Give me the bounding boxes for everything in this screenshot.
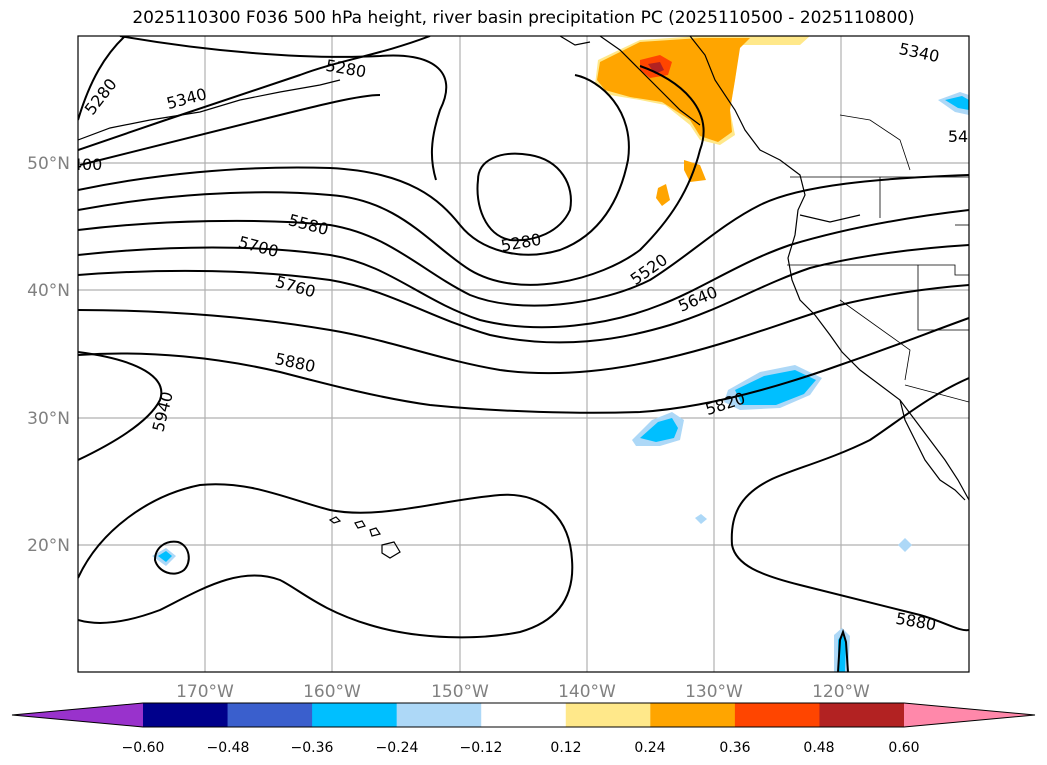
lon-label: 170°W <box>176 682 234 702</box>
colorbar-extend-low <box>12 703 143 727</box>
colorbar-tick: −0.48 <box>207 740 250 756</box>
colorbar-tick: −0.12 <box>460 740 503 756</box>
height-contours <box>78 36 969 672</box>
lat-label: 50°N <box>27 154 70 174</box>
lon-label: 140°W <box>558 682 616 702</box>
lat-label: 20°N <box>27 536 70 556</box>
lon-label: 160°W <box>303 682 361 702</box>
colorbar-outline <box>11 702 1036 728</box>
colorbar-segment <box>312 703 398 727</box>
colorbar-segment <box>481 703 567 727</box>
map-frame <box>77 35 970 673</box>
colorbar-segment <box>143 703 229 727</box>
colorbar-tick: 0.36 <box>719 740 750 756</box>
colorbar-extend-high <box>904 703 1035 727</box>
map-title: 2025110300 F036 500 hPa height, river ba… <box>132 8 915 28</box>
colorbar-tick: −0.24 <box>376 740 419 756</box>
colorbar-segment <box>734 703 820 727</box>
colorbar-tick: 0.24 <box>634 740 665 756</box>
colorbar-tick: 0.48 <box>803 740 834 756</box>
colorbar-tick: 0.12 <box>550 740 581 756</box>
map-area <box>78 36 969 672</box>
colorbar-segment <box>565 703 651 727</box>
borders <box>787 114 969 403</box>
colorbar-segment <box>396 703 482 727</box>
lon-label: 120°W <box>812 682 870 702</box>
colorbar-segment <box>650 703 736 727</box>
colorbar-tick: 0.60 <box>888 740 919 756</box>
lon-axis-labels: 170°W 160°W 150°W 140°W 130°W 120°W <box>176 682 870 702</box>
contour-label: 54 <box>948 127 968 146</box>
colorbar-tick: −0.36 <box>291 740 334 756</box>
colorbar <box>11 702 1036 728</box>
colorbar-ticks: −0.60 −0.48 −0.36 −0.24 −0.12 0.12 0.24 … <box>122 740 920 756</box>
gridlines <box>78 36 969 672</box>
coastlines <box>78 36 969 559</box>
colorbar-segment <box>227 703 313 727</box>
colorbar-segment <box>819 703 905 727</box>
lat-axis-labels: 50°N 40°N 30°N 20°N <box>27 154 70 556</box>
lon-label: 130°W <box>685 682 743 702</box>
lon-label: 150°W <box>431 682 489 702</box>
contour-label: 5400 <box>62 155 103 174</box>
lat-label: 30°N <box>27 409 70 429</box>
lat-label: 40°N <box>27 281 70 301</box>
colorbar-tick: −0.60 <box>122 740 165 756</box>
